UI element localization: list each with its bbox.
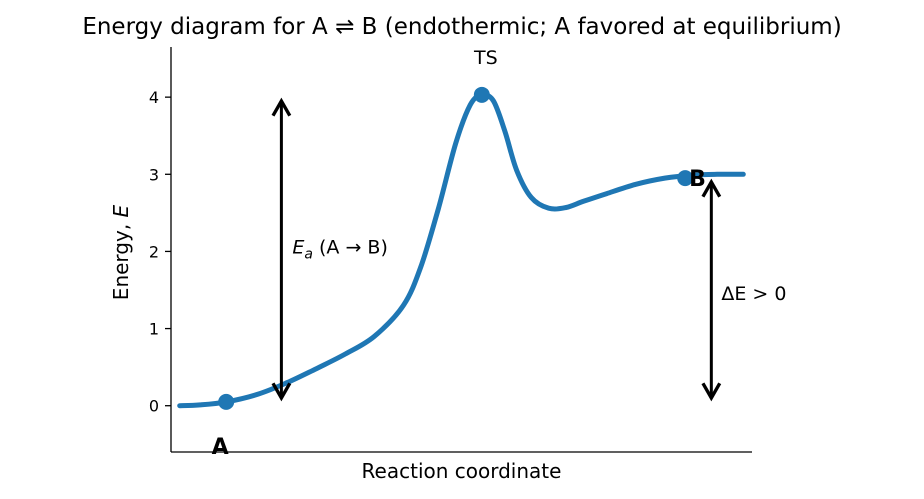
x-axis-label: Reaction coordinate — [362, 459, 562, 483]
energy-curve — [177, 92, 746, 409]
y-axis-label-symbol: E — [109, 204, 133, 217]
activation-energy-label: Ea (A → B) — [292, 236, 388, 262]
axes: 0 1 2 3 4 — [149, 47, 752, 453]
ea-text: (A → B) — [313, 236, 388, 258]
point-a — [218, 393, 235, 410]
ea-subscript: a — [304, 246, 313, 262]
y-tick-label: 2 — [149, 242, 159, 261]
point-label-a: A — [212, 435, 229, 460]
ea-symbol: E — [292, 236, 304, 258]
y-ticks: 0 1 2 3 4 — [149, 88, 171, 416]
activation-energy-annotation: Ea (A → B) — [271, 97, 388, 402]
point-label-b: B — [689, 167, 706, 192]
y-tick-label: 3 — [149, 165, 159, 184]
delta-energy-label: ΔE > 0 — [721, 283, 786, 305]
chart-title: Energy diagram for A ⇌ B (endothermic; A… — [82, 14, 841, 40]
state-points: A TS B — [212, 47, 706, 460]
y-tick-label: 0 — [149, 397, 159, 416]
point-ts — [473, 86, 490, 103]
y-tick-label: 1 — [149, 320, 159, 339]
point-b — [677, 170, 694, 187]
y-axis-label-prefix: Energy, — [109, 217, 133, 300]
delta-energy-annotation: ΔE > 0 — [701, 178, 786, 402]
y-axis-label: Energy, E — [109, 204, 133, 300]
point-label-ts: TS — [473, 47, 498, 69]
y-tick-label: 4 — [149, 88, 159, 107]
